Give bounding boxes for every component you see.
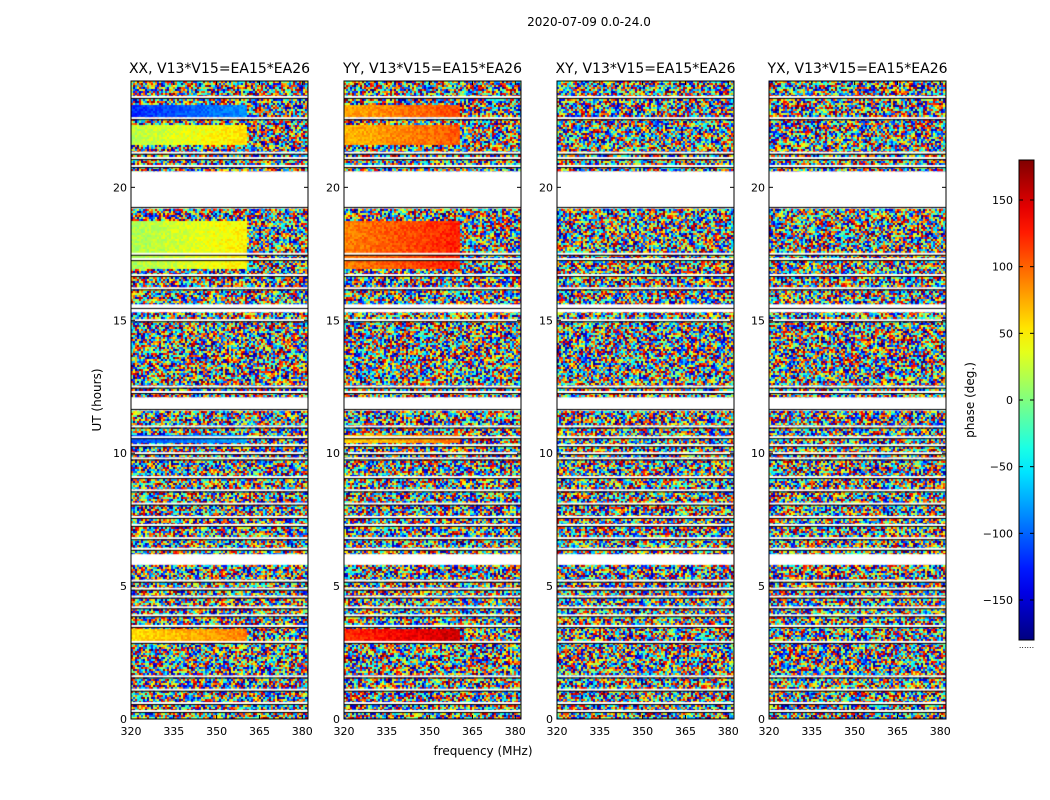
x-tick-label: 380 bbox=[930, 725, 951, 738]
x-tick-label: 365 bbox=[887, 725, 908, 738]
y-tick-label: 0 bbox=[758, 713, 765, 726]
panel-2: XY, V13*V15=EA15*EA26 320 335 350 365 380 0 5 10… bbox=[539, 61, 739, 738]
x-tick-label: 335 bbox=[589, 725, 610, 738]
panel-title: XX, V13*V15=EA15*EA26 bbox=[129, 61, 310, 77]
colorbar-tick-label: −150 bbox=[983, 594, 1013, 607]
x-tick-label: 350 bbox=[206, 725, 227, 738]
axes-frame bbox=[130, 80, 309, 720]
y-tick-label: 5 bbox=[758, 580, 765, 593]
y-tick-label: 10 bbox=[751, 447, 765, 460]
colorbar-tick-label: 0 bbox=[1006, 394, 1013, 407]
y-tick-label: 20 bbox=[751, 181, 765, 194]
colorbar-tick-label: 100 bbox=[992, 261, 1013, 274]
axes-frame bbox=[343, 80, 522, 720]
x-tick-label: 320 bbox=[547, 725, 568, 738]
heatmap-image bbox=[131, 81, 308, 719]
y-tick-label: 20 bbox=[326, 181, 340, 194]
y-tick-label: 15 bbox=[326, 314, 340, 327]
panel-title: YX, V13*V15=EA15*EA26 bbox=[766, 61, 947, 77]
y-tick-label: 10 bbox=[326, 447, 340, 460]
axes-frame bbox=[556, 80, 735, 720]
x-tick-label: 365 bbox=[249, 725, 270, 738]
y-tick-label: 0 bbox=[333, 713, 340, 726]
suptitle: 2020-07-09 0.0-24.0 bbox=[527, 15, 651, 29]
x-tick-label: 380 bbox=[292, 725, 313, 738]
y-tick-label: 15 bbox=[539, 314, 553, 327]
heatmap-image bbox=[344, 81, 521, 719]
y-tick-label: 10 bbox=[113, 447, 127, 460]
x-tick-label: 335 bbox=[801, 725, 822, 738]
panel-0: XX, V13*V15=EA15*EA26 320 335 350 365 380 0 5 10… bbox=[90, 61, 533, 758]
colorbar-tick-label: 50 bbox=[999, 327, 1013, 340]
axes-frame bbox=[768, 80, 947, 720]
y-tick-label: 5 bbox=[120, 580, 127, 593]
y-tick-label: 5 bbox=[546, 580, 553, 593]
heatmap-image bbox=[557, 81, 734, 719]
x-tick-label: 380 bbox=[505, 725, 526, 738]
panel-title: XY, V13*V15=EA15*EA26 bbox=[555, 61, 735, 77]
y-tick-label: 5 bbox=[333, 580, 340, 593]
y-tick-label: 20 bbox=[113, 181, 127, 194]
x-tick-label: 350 bbox=[419, 725, 440, 738]
heatmap-image bbox=[769, 81, 946, 719]
panel-title: YY, V13*V15=EA15*EA26 bbox=[342, 61, 522, 77]
x-tick-label: 365 bbox=[675, 725, 696, 738]
x-tick-label: 320 bbox=[334, 725, 355, 738]
x-tick-label: 365 bbox=[462, 725, 483, 738]
y-tick-label: 0 bbox=[120, 713, 127, 726]
x-axis-label: frequency (MHz) bbox=[433, 744, 532, 758]
y-tick-label: 0 bbox=[546, 713, 553, 726]
panels: XX, V13*V15=EA15*EA26 320 335 350 365 380 0 5 10… bbox=[90, 61, 951, 758]
colorbar-footer: ...... bbox=[1019, 641, 1034, 650]
panel-3: YX, V13*V15=EA15*EA26 320 335 350 365 380 0 5 10… bbox=[751, 61, 951, 738]
x-tick-label: 320 bbox=[759, 725, 780, 738]
y-tick-label: 15 bbox=[751, 314, 765, 327]
y-tick-label: 20 bbox=[539, 181, 553, 194]
panel-1: YY, V13*V15=EA15*EA26 320 335 350 365 380 0 5 10… bbox=[326, 61, 526, 738]
y-tick-label: 15 bbox=[113, 314, 127, 327]
x-tick-label: 380 bbox=[718, 725, 739, 738]
colorbar-tick-label: −50 bbox=[990, 461, 1013, 474]
y-tick-label: 10 bbox=[539, 447, 553, 460]
x-tick-label: 350 bbox=[632, 725, 653, 738]
x-tick-label: 320 bbox=[121, 725, 142, 738]
colorbar: 150 100 50 0 −50 −100 −150 phase (deg.)...... bbox=[963, 159, 1035, 650]
colorbar-tick-label: 150 bbox=[992, 194, 1013, 207]
x-tick-label: 335 bbox=[376, 725, 397, 738]
x-tick-label: 350 bbox=[844, 725, 865, 738]
x-tick-label: 335 bbox=[163, 725, 184, 738]
colorbar-tick-label: −100 bbox=[983, 527, 1013, 540]
y-axis-label: UT (hours) bbox=[90, 368, 104, 431]
colorbar-label: phase (deg.) bbox=[963, 362, 977, 438]
